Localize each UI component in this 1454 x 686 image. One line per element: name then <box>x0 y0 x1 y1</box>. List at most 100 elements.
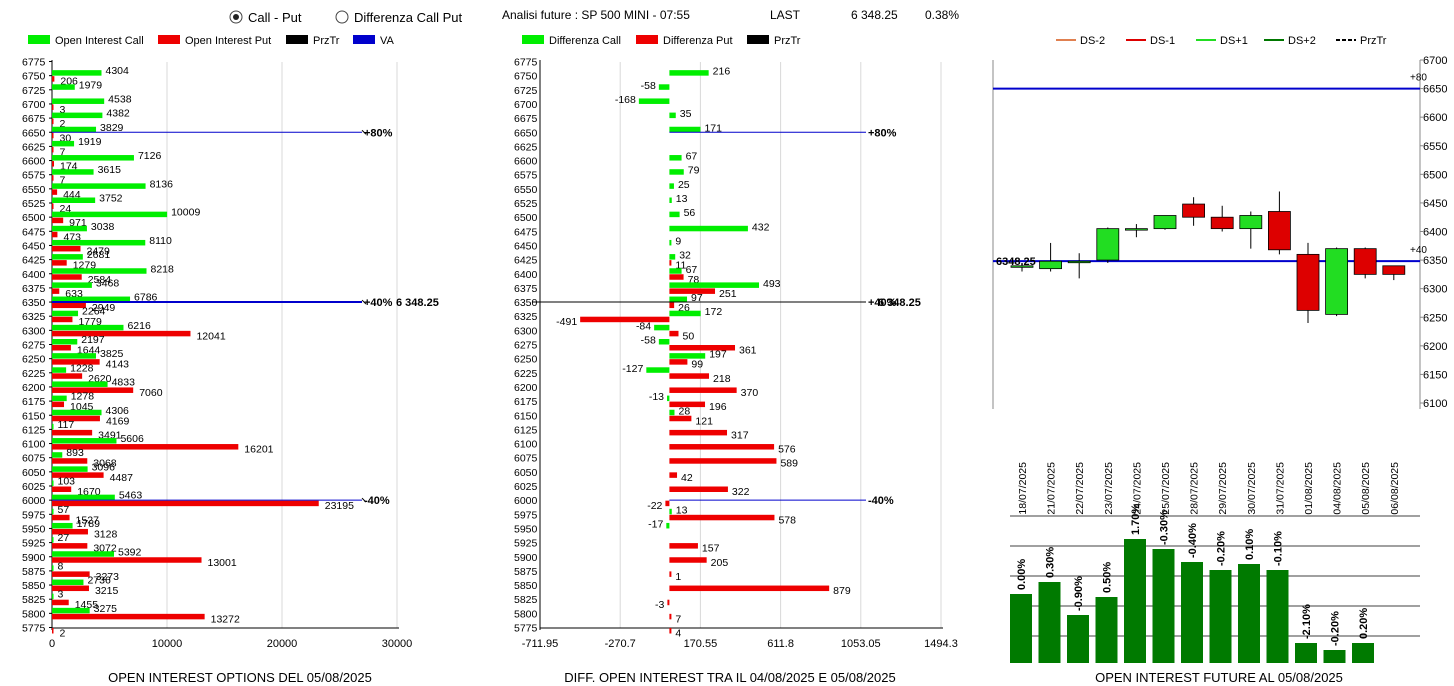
put-bar-label: 2584 <box>88 274 112 286</box>
date-label: 18/07/2025 <box>1017 462 1029 515</box>
legend-swatch <box>522 35 544 44</box>
future-bar <box>1295 643 1317 663</box>
call-bar-label: 1979 <box>79 79 103 91</box>
future-bar-label: 0.00% <box>1016 559 1028 590</box>
x-tick-label: 611.8 <box>767 638 794 650</box>
diff-call-bar <box>669 254 676 260</box>
marker-tick <box>361 299 367 305</box>
call-bar <box>52 423 54 430</box>
diff-put-label: 50 <box>682 330 694 342</box>
diff-call-bar <box>669 225 748 232</box>
put-bar <box>52 345 71 351</box>
y-tick-label: 6400 <box>1423 227 1447 239</box>
call-bar-label: 893 <box>66 447 84 459</box>
put-bar-label: 2 <box>60 118 66 130</box>
diff-call-bar <box>654 324 670 331</box>
candle-body <box>1182 203 1205 218</box>
diff-call-bar <box>669 409 675 416</box>
date-label: 06/08/2025 <box>1389 462 1401 515</box>
level-tick-label: 6100 <box>514 439 538 451</box>
level-tick-label: 6750 <box>514 71 538 83</box>
put-bar-label: 7060 <box>139 387 163 399</box>
diff-put-bar <box>669 359 688 365</box>
candle-body <box>1296 253 1320 311</box>
level-tick-label: 6000 <box>514 495 538 507</box>
put-bar <box>52 330 191 337</box>
header: Call - Put Differenza Call Put Analisi fut… <box>229 8 959 25</box>
level-tick-label: 6425 <box>22 255 46 267</box>
diff-call-label: 13 <box>676 504 688 516</box>
future-bar <box>1323 650 1346 663</box>
call-bar-label: 3275 <box>94 603 118 615</box>
put-bar <box>52 444 239 450</box>
level-tick-label: 5825 <box>22 594 46 606</box>
x-tick-label: 1053.05 <box>841 638 881 650</box>
diff-put-label: 196 <box>709 401 727 413</box>
call-bar-label: 1919 <box>78 136 102 148</box>
diff-put-bar <box>669 429 728 436</box>
diff-put-bar <box>669 302 675 309</box>
call-bar-label: 8218 <box>151 263 175 275</box>
put-bar-label: 4487 <box>110 472 134 484</box>
level-tick-label: 6025 <box>514 481 538 493</box>
candle-body <box>1067 260 1091 264</box>
y-tick-label: 6700 <box>1423 55 1447 67</box>
diff-put-bar <box>669 472 678 478</box>
call-bar-label: 3752 <box>99 193 123 205</box>
y-tick-label: 6250 <box>1423 312 1447 324</box>
put-bar <box>52 132 54 139</box>
level-tick-label: 6550 <box>514 184 538 196</box>
diff-call-label: 216 <box>713 66 731 78</box>
call-bar <box>52 98 105 104</box>
call-bar <box>52 126 97 133</box>
put-bar <box>52 486 72 492</box>
level-tick-label: 6725 <box>22 85 46 97</box>
future-bar-label: 0.20% <box>1358 608 1370 639</box>
date-label: 24/07/2025 <box>1131 462 1143 515</box>
put-bar-label: 7 <box>60 146 66 158</box>
put-bar <box>52 415 100 422</box>
diff-call-bar <box>669 197 672 203</box>
call-bar <box>52 254 83 260</box>
call-bar <box>52 70 102 76</box>
level-tick-label: 6650 <box>22 127 46 139</box>
call-bar <box>52 466 88 472</box>
level-tick-label: 6675 <box>514 113 538 125</box>
diff-call-bar <box>666 522 670 529</box>
call-bar <box>52 480 54 486</box>
y-tick-label: 6350 <box>1423 255 1447 267</box>
radio-differenza-label: Differenza Call Put <box>354 10 463 25</box>
put-bar <box>52 472 104 478</box>
diff-call-label: 79 <box>688 165 700 177</box>
put-bar <box>52 76 55 82</box>
date-label: 23/07/2025 <box>1103 462 1115 515</box>
radio-differenza-call-put[interactable] <box>335 10 349 24</box>
call-bar <box>52 409 102 416</box>
date-label: 21/07/2025 <box>1046 462 1058 515</box>
x-tick-label: 20000 <box>267 638 298 650</box>
level-tick-label: 5975 <box>22 509 46 521</box>
diff-call-label: 32 <box>679 250 691 262</box>
level-tick-label: 6725 <box>514 85 538 97</box>
future-bar-label: -0.20% <box>1216 531 1228 566</box>
call-bar <box>52 155 134 161</box>
diff-call-label: 13 <box>676 193 688 205</box>
diff-call-bar <box>669 183 674 189</box>
level-tick-label: 6075 <box>514 453 538 465</box>
level-marker-label: +40% <box>364 297 393 309</box>
call-bar-label: 5606 <box>120 433 144 445</box>
diff-put-label: 26 <box>678 302 690 314</box>
put-bar <box>52 514 70 521</box>
level-tick-label: 6325 <box>22 311 46 323</box>
legend-swatch <box>353 35 375 44</box>
call-bar <box>52 593 54 600</box>
call-bar-label: 3825 <box>100 348 124 360</box>
candle-body <box>1096 228 1120 261</box>
x-tick-label: -270.7 <box>605 638 636 650</box>
put-bar-label: 23195 <box>325 500 354 512</box>
diff-call-bar <box>669 268 682 274</box>
put-bar-label: 3215 <box>95 585 119 597</box>
future-bar <box>1352 643 1374 663</box>
diff-put-label: 157 <box>702 543 720 555</box>
call-bar <box>52 225 87 232</box>
